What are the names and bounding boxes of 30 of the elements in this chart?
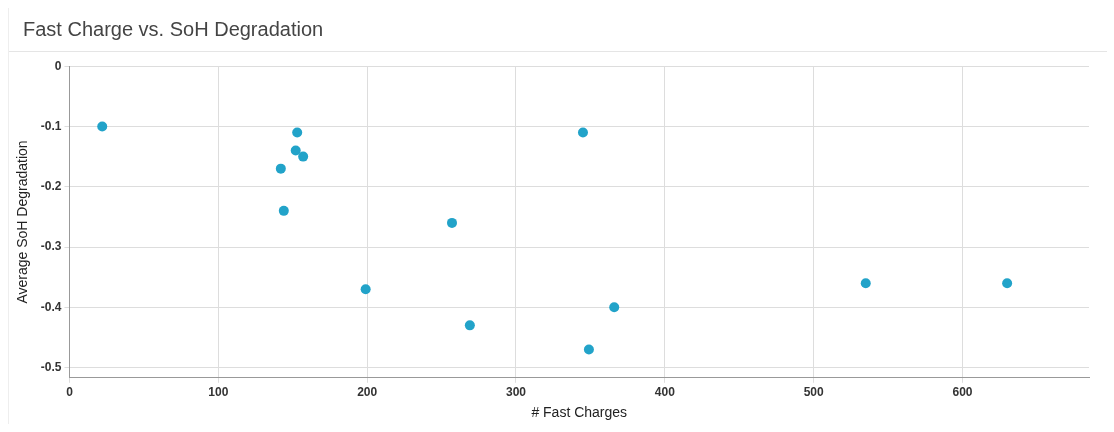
point — [97, 121, 108, 132]
y-tick-label: -0.3 — [40, 239, 62, 254]
point — [292, 127, 303, 138]
y-tick-label: 0 — [54, 58, 62, 73]
point — [464, 320, 475, 331]
y-tick-label: -0.1 — [40, 118, 62, 133]
y-tick-label: -0.5 — [40, 359, 62, 374]
chart-title: Fast Charge vs. SoH Degradation — [9, 8, 1107, 52]
point — [446, 217, 457, 228]
point — [278, 205, 289, 216]
point — [860, 278, 871, 289]
x-tick-label: 300 — [505, 385, 527, 400]
point — [275, 163, 286, 174]
x-tick-label: 100 — [208, 385, 229, 400]
point — [1002, 278, 1013, 289]
point — [290, 145, 301, 156]
x-axis-title: # Fast Charges — [531, 404, 628, 421]
y-tick-label: -0.2 — [40, 179, 62, 194]
x-tick-label: 0 — [66, 385, 74, 400]
point — [609, 302, 620, 313]
x-tick-label: 200 — [357, 385, 378, 400]
y-axis-title: Average SoH Degradation — [14, 140, 31, 304]
x-tick-label: 600 — [952, 385, 973, 400]
x-tick-label: 400 — [654, 385, 676, 400]
point — [298, 151, 309, 162]
point — [583, 344, 594, 355]
x-tick-label: 500 — [803, 385, 824, 400]
point — [577, 127, 588, 138]
point — [360, 284, 371, 295]
y-tick-label: -0.4 — [40, 299, 62, 314]
